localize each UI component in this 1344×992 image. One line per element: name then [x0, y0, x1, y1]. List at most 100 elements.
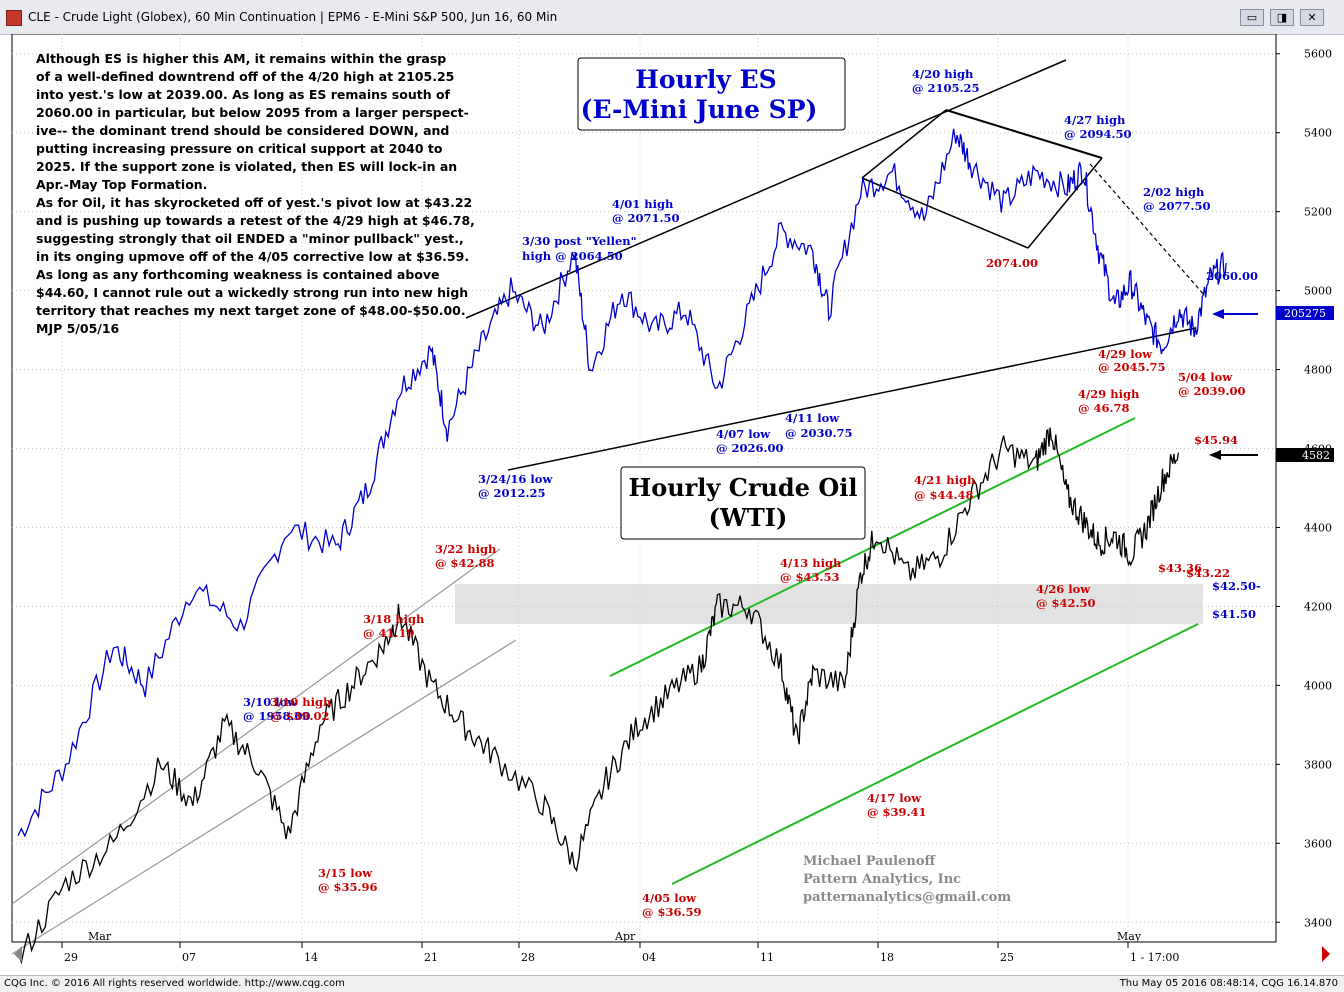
scroll-right-icon[interactable]	[1322, 946, 1330, 962]
annotation-label: @ 46.78	[1078, 401, 1130, 415]
annotation-label: @ 41.19	[363, 626, 415, 640]
oil-arrow-icon	[1209, 450, 1258, 460]
annotation-label: 4/11 low	[785, 411, 840, 425]
annotation-label: @ 2030.75	[785, 426, 853, 440]
restore-button[interactable]: ◨	[1270, 9, 1294, 26]
y-tick-label: 4200	[1304, 600, 1332, 613]
x-tick-label: 11	[760, 951, 774, 964]
oil-last-price-box	[1276, 448, 1334, 462]
x-tick-label: 14	[304, 951, 318, 964]
status-copyright: CQG Inc. © 2016 All rights reserved worl…	[4, 978, 345, 989]
annotation-label: 4/26 low	[1036, 582, 1091, 596]
y-tick-label: 4800	[1304, 364, 1332, 377]
annotation-label: 3/22 high	[435, 542, 497, 556]
annotation-label: 3/24/16 low	[478, 472, 553, 486]
signature-name: Michael Paulenoff	[803, 854, 936, 869]
x-tick-label: 1 - 17:00	[1130, 951, 1179, 964]
scroll-left-icon[interactable]	[14, 946, 22, 962]
annotation-label: @ 2094.50	[1064, 127, 1132, 141]
y-tick-label: 3600	[1304, 837, 1332, 850]
annotation-label: 2060.00	[1206, 269, 1258, 283]
y-tick-label: 5600	[1304, 48, 1332, 61]
trendline	[507, 327, 1197, 471]
annotation-label: $41.50	[1212, 607, 1256, 621]
signature-email: patternanalytics@gmail.com	[803, 890, 1011, 905]
trendline	[945, 109, 1103, 159]
annotation-label: 4/21 high	[914, 473, 976, 487]
minimize-button[interactable]: ▭	[1240, 9, 1264, 26]
oil-title-box	[620, 466, 866, 540]
support-zone	[455, 584, 1203, 624]
annotation-label: 4/05 low	[642, 891, 697, 905]
y-tick-label: 4400	[1304, 521, 1332, 534]
annotation-label: 4/17 low	[867, 791, 922, 805]
es-title-box	[577, 57, 846, 131]
oil-last-price: 4582	[1302, 449, 1330, 462]
window-titlebar: CLE - Crude Light (Globex), 60 Min Conti…	[0, 0, 1344, 35]
annotation-label: @ 2077.50	[1143, 199, 1211, 213]
close-button[interactable]: ✕	[1300, 9, 1324, 26]
es-last-price-box	[1276, 306, 1334, 320]
annotation-label: 4/27 high	[1064, 113, 1126, 127]
trendline	[861, 109, 947, 179]
annotation-label: 3/10 high	[270, 695, 332, 709]
annotation-label: @ 1958.00	[243, 709, 311, 723]
annotation-label: $43.36	[1158, 561, 1202, 575]
annotations: 4/20 high@ 2105.25 4/27 high@ 2094.50 2/02…	[243, 67, 1261, 919]
oil-title-line2: (WTI)	[709, 503, 788, 532]
annotation-label: @ $43.53	[780, 570, 840, 584]
annotation-label: high @ 2064.50	[522, 249, 623, 263]
trendline	[465, 59, 1067, 319]
x-tick-label: 29	[64, 951, 78, 964]
annotation-label: 3/15 low	[318, 866, 373, 880]
es-title-line2: (E-Mini June SP)	[581, 95, 818, 124]
annotation-label: @ $42.88	[435, 556, 495, 570]
x-tick-label: 25	[1000, 951, 1014, 964]
status-bar: CQG Inc. © 2016 All rights reserved worl…	[0, 975, 1344, 992]
annotation-label: 3/10 low	[243, 695, 298, 709]
annotation-label: 3/30 post "Yellen"	[522, 234, 637, 248]
annotation-label: 3/18 high	[363, 612, 425, 626]
series-layer	[17, 128, 1227, 965]
x-tick-label: 18	[880, 951, 894, 964]
annotation-label: 4/29 high	[1078, 387, 1140, 401]
y-tick-label: 3800	[1304, 758, 1332, 771]
annotation-label: @ 2071.50	[612, 211, 680, 225]
annotation-label: @ 2045.75	[1098, 360, 1166, 374]
oil-title-line1: Hourly Crude Oil	[629, 473, 858, 502]
month-label: May	[1117, 930, 1142, 943]
annotation-label: @ 2012.25	[478, 486, 546, 500]
month-label: Apr	[614, 930, 636, 943]
annotation-label: @ 2105.25	[912, 81, 980, 95]
series-line-oil	[17, 427, 1180, 965]
y-tick-label: 5400	[1304, 127, 1332, 140]
chart-area[interactable]: 5600540052005000480046004400420040003800…	[0, 33, 1344, 974]
trendline	[11, 548, 501, 905]
annotation-label: 4/20 high	[912, 67, 974, 81]
annotation-label: @ $44.48	[914, 488, 974, 502]
price-chart[interactable]: 5600540052005000480046004400420040003800…	[0, 33, 1344, 974]
annotation-label: 4/01 high	[612, 197, 674, 211]
x-tick-label: 07	[182, 951, 196, 964]
x-tick-label: 04	[642, 951, 656, 964]
y-tick-label: 5000	[1304, 285, 1332, 298]
y-tick-label: 4000	[1304, 679, 1332, 692]
y-axis: 5600540052005000480046004400420040003800…	[1276, 48, 1332, 929]
annotation-label: 5/04 low	[1178, 370, 1233, 384]
trendline	[861, 177, 1029, 249]
trendline	[1089, 163, 1206, 297]
annotation-label: @ $35.96	[318, 880, 378, 894]
signature-company: Pattern Analytics, Inc	[803, 872, 961, 887]
annotation-label: 4/13 high	[780, 556, 842, 570]
annotation-label: $42.50-	[1212, 579, 1261, 593]
annotation-label: @ $36.59	[642, 905, 702, 919]
annotation-label: @ 2039.00	[1178, 384, 1246, 398]
annotation-label: $45.94	[1194, 433, 1238, 447]
annotation-label: @ 2026.00	[716, 441, 784, 455]
y-tick-label: 5200	[1304, 206, 1332, 219]
annotation-label: $43.22	[1186, 566, 1230, 580]
annotation-label: 2/02 high	[1143, 185, 1205, 199]
trendline	[1027, 157, 1103, 249]
x-tick-label: 21	[424, 951, 438, 964]
annotation-label: 2074.00	[986, 256, 1038, 270]
